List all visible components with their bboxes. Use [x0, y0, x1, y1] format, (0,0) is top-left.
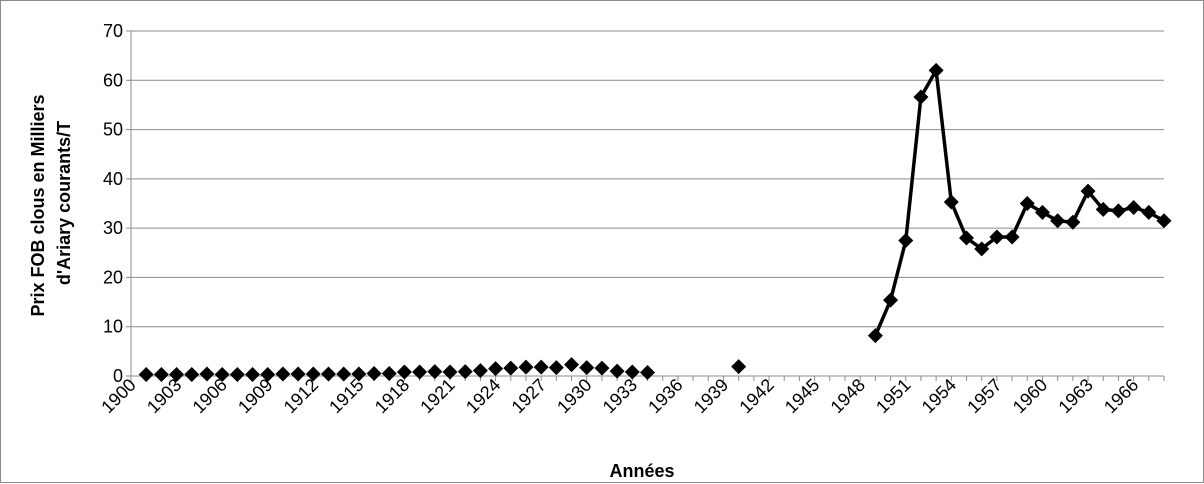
data-point-marker [245, 367, 261, 383]
y-tick-label: 0 [113, 366, 123, 386]
x-tick-label: 1921 [416, 375, 458, 417]
data-point-marker [472, 363, 488, 379]
data-point-marker [1034, 204, 1050, 220]
y-tick-label: 60 [103, 70, 123, 90]
data-point-marker [548, 360, 564, 376]
y-tick-label: 50 [103, 120, 123, 140]
x-tick-label: 1900 [97, 375, 139, 417]
x-tick-label: 1906 [189, 375, 231, 417]
y-tick-label: 20 [103, 267, 123, 287]
x-tick-label: 1936 [644, 375, 686, 417]
data-point-marker [305, 366, 321, 382]
series-line [873, 68, 1165, 337]
data-point-marker [867, 328, 883, 344]
y-tick-label: 40 [103, 169, 123, 189]
y-axis-title-line-2: d'Ariary courants/T [54, 121, 74, 285]
data-point-marker [1095, 201, 1111, 217]
axes [126, 30, 1165, 381]
x-tick-label: 1939 [690, 375, 732, 417]
data-point-marker [883, 292, 899, 308]
data-point-marker [974, 241, 990, 257]
data-point-marker [169, 367, 185, 383]
y-tick-label: 30 [103, 218, 123, 238]
data-point-marker [442, 364, 458, 380]
data-point-marker [138, 367, 154, 383]
x-tick-label: 1951 [872, 375, 914, 417]
data-point-marker [579, 360, 595, 376]
data-point-marker [290, 366, 306, 382]
data-point-marker [320, 366, 336, 382]
x-tick-label: 1948 [827, 375, 869, 417]
data-point-marker [1126, 199, 1142, 215]
x-tick-label: 1924 [462, 375, 504, 417]
x-tick-label: 1960 [1009, 375, 1051, 417]
data-point-marker [1156, 213, 1172, 229]
data-point-marker [564, 357, 580, 373]
data-point-marker [609, 363, 625, 379]
x-tick-label: 1915 [325, 375, 367, 417]
x-tick-label: 1945 [781, 375, 823, 417]
data-point-marker [1050, 213, 1066, 229]
data-point-marker [381, 366, 397, 382]
x-tick-label: 1963 [1054, 375, 1096, 417]
x-tick-label: 1930 [553, 375, 595, 417]
data-point-marker [336, 366, 352, 382]
data-point-marker [412, 364, 428, 380]
data-point-marker [1080, 183, 1096, 199]
data-point-marker [928, 62, 944, 78]
data-point-marker [959, 230, 975, 246]
data-point-marker [518, 359, 534, 375]
data-point-marker [488, 361, 504, 377]
x-tick-label: 1912 [280, 375, 322, 417]
x-tick-label: 1942 [735, 375, 777, 417]
series-line-segment [873, 68, 1165, 337]
x-tick-labels: 1900 1903 1906 1909 1912 1915 1918 1921 1924 1927… [97, 375, 1142, 417]
data-point-marker [1004, 229, 1020, 245]
y-axis-title: Prix FOB clous en Milliers d'Ariary cour… [28, 89, 74, 316]
x-tick-label: 1909 [234, 375, 276, 417]
data-point-marker [214, 367, 230, 383]
y-tick-label: 10 [103, 317, 123, 337]
data-point-marker [898, 232, 914, 248]
data-point-marker [533, 359, 549, 375]
data-point-marker [989, 229, 1005, 245]
x-tick-label: 1933 [599, 375, 641, 417]
x-tick-label: 1966 [1100, 375, 1142, 417]
data-point-marker [153, 367, 169, 383]
data-point-marker [1141, 204, 1157, 220]
data-point-marker [427, 364, 443, 380]
data-point-marker [624, 364, 640, 380]
data-point-marker [199, 366, 215, 382]
data-point-marker [275, 366, 291, 382]
data-point-marker [260, 367, 276, 383]
y-tick-labels: 0 10 20 30 40 50 60 70 [103, 21, 123, 386]
data-point-marker [1019, 196, 1035, 211]
x-tick-label: 1918 [371, 375, 413, 417]
y-tick-label: 70 [103, 21, 123, 41]
data-point-marker [229, 367, 245, 383]
data-point-marker [1110, 203, 1126, 219]
data-point-marker [457, 364, 473, 380]
x-axis-title: Années [609, 461, 674, 481]
data-point-marker [351, 366, 367, 382]
data-point-marker [366, 366, 382, 382]
x-tick-label: 1957 [963, 375, 1005, 417]
data-point-marker [913, 89, 929, 105]
series-markers [138, 62, 1172, 383]
data-point-marker [1065, 214, 1081, 230]
data-point-marker [731, 359, 747, 375]
data-point-marker [184, 367, 200, 383]
data-point-marker [594, 360, 610, 376]
data-point-marker [640, 365, 655, 381]
x-tick-label: 1954 [918, 375, 960, 417]
y-axis-title-line-1: Prix FOB clous en Milliers [28, 94, 48, 316]
data-point-marker [503, 360, 519, 376]
data-point-marker [396, 364, 412, 380]
data-point-marker [943, 194, 959, 210]
gridlines [131, 30, 1164, 328]
x-tick-label: 1927 [508, 375, 550, 417]
x-tick-label: 1903 [143, 375, 185, 417]
